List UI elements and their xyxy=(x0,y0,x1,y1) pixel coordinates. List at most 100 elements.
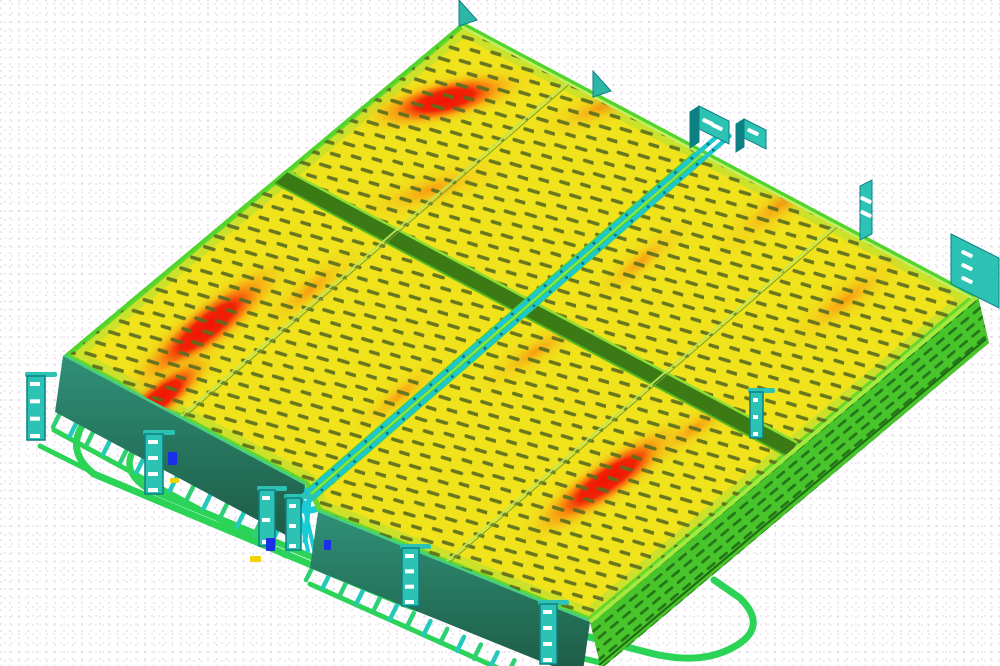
rail-hole xyxy=(499,332,503,336)
bracket-slot xyxy=(747,128,759,136)
rail-hole xyxy=(527,298,531,302)
panel-seam-shadow xyxy=(172,80,574,428)
tube-tooth xyxy=(404,610,416,630)
fin-face-bottom-edge xyxy=(598,338,987,666)
rail-hole xyxy=(608,227,612,231)
rail-hole xyxy=(657,185,661,188)
tube-tooth xyxy=(117,447,130,466)
rail-hole xyxy=(380,425,384,429)
tube-tooth xyxy=(100,437,113,457)
rail-hole xyxy=(559,270,563,273)
tube-tooth xyxy=(234,510,247,530)
tube-stripes-overlay xyxy=(63,22,978,622)
edge-gusset-flags xyxy=(458,0,612,98)
rail-hole xyxy=(614,233,617,237)
rail-hole xyxy=(450,375,454,379)
gusset-flag xyxy=(458,0,478,27)
bracket-plate xyxy=(689,105,700,149)
ladder-slot xyxy=(405,569,414,574)
rail-hole xyxy=(695,162,699,166)
rail-hole xyxy=(320,488,324,492)
rail-hole xyxy=(706,142,710,146)
tube-tooth xyxy=(421,618,433,638)
tube-tooth xyxy=(67,419,79,439)
rail-hole xyxy=(402,417,405,421)
pipe-fittings xyxy=(168,452,331,562)
tube-tooth xyxy=(337,579,349,598)
row-gap-channel xyxy=(275,168,797,458)
rail-hole xyxy=(331,468,335,472)
tube-tooth xyxy=(488,650,500,666)
rail-hole xyxy=(576,255,580,259)
ladder-slot xyxy=(289,504,296,508)
ladder-brackets xyxy=(25,372,775,665)
bracket-slot xyxy=(961,250,973,258)
rail-hole xyxy=(385,431,389,435)
rail-hole xyxy=(532,304,536,308)
rail-hole xyxy=(674,171,677,174)
rail-hole xyxy=(662,191,666,195)
tube-tooth xyxy=(454,634,467,653)
rail-end-plates xyxy=(689,105,1000,309)
tube-tooth xyxy=(320,571,333,591)
top-right-edge-light xyxy=(460,24,977,302)
rail-hole xyxy=(418,403,422,407)
ladder-bracket xyxy=(144,433,164,495)
bracket-slot xyxy=(961,263,973,271)
rail-hole xyxy=(347,454,351,457)
rail-hole xyxy=(597,247,601,251)
ladder-slot xyxy=(543,610,552,614)
rail-hole xyxy=(641,199,645,203)
bracket-slot xyxy=(961,276,973,284)
tube-tooth xyxy=(184,483,196,502)
column-divider-highlight xyxy=(310,147,710,495)
ladder-slot xyxy=(405,584,414,589)
tube-tooth xyxy=(370,595,383,614)
rail-hole xyxy=(679,177,683,180)
ladder-slot xyxy=(543,626,552,630)
ladder-bracket xyxy=(539,603,558,665)
rail-hole xyxy=(516,318,520,322)
pipe-fitting xyxy=(266,538,275,551)
channel-top-edge xyxy=(282,167,798,444)
tube-tooth xyxy=(509,658,517,666)
bracket-slot xyxy=(860,210,872,218)
ladder-slot xyxy=(30,434,40,438)
channel-bottom-edge xyxy=(274,182,790,459)
rail-hole xyxy=(369,446,373,449)
ladder-slot xyxy=(30,399,40,404)
tube-tooth xyxy=(438,626,450,646)
tube-tooth xyxy=(354,587,366,606)
fin-face-top-lip xyxy=(588,294,980,624)
ladder-slot xyxy=(405,554,414,558)
ladder-bracket xyxy=(401,547,420,607)
tube-tooth xyxy=(134,456,146,475)
ladder-slot xyxy=(262,496,270,500)
rail-hole xyxy=(429,383,433,387)
bracket-slot xyxy=(702,118,714,126)
fin-stack-face xyxy=(590,296,989,666)
ladder-slot xyxy=(753,398,758,402)
pipe-fitting xyxy=(324,540,331,550)
rail-hole xyxy=(315,482,319,486)
ladder-slot xyxy=(289,524,296,528)
rail-hole xyxy=(646,205,650,209)
ladder-slot xyxy=(753,415,758,419)
pipe-fitting xyxy=(170,478,179,483)
rail-hole xyxy=(445,369,449,372)
pipe-fitting xyxy=(250,556,261,562)
rail-hole xyxy=(548,290,552,294)
ladder-slot xyxy=(543,642,552,646)
ladder-slot xyxy=(148,440,158,444)
rail-hole xyxy=(494,326,498,330)
ladder-slot xyxy=(148,456,158,460)
coolant-pipe xyxy=(307,581,500,666)
tube-tooth xyxy=(217,501,230,520)
coolant-pipe xyxy=(51,427,289,559)
tube-tooth xyxy=(201,492,213,511)
rail-hole xyxy=(510,312,514,316)
ladder-slot xyxy=(405,600,414,604)
tube-tooth xyxy=(471,642,484,661)
tube-tooth xyxy=(50,410,63,430)
